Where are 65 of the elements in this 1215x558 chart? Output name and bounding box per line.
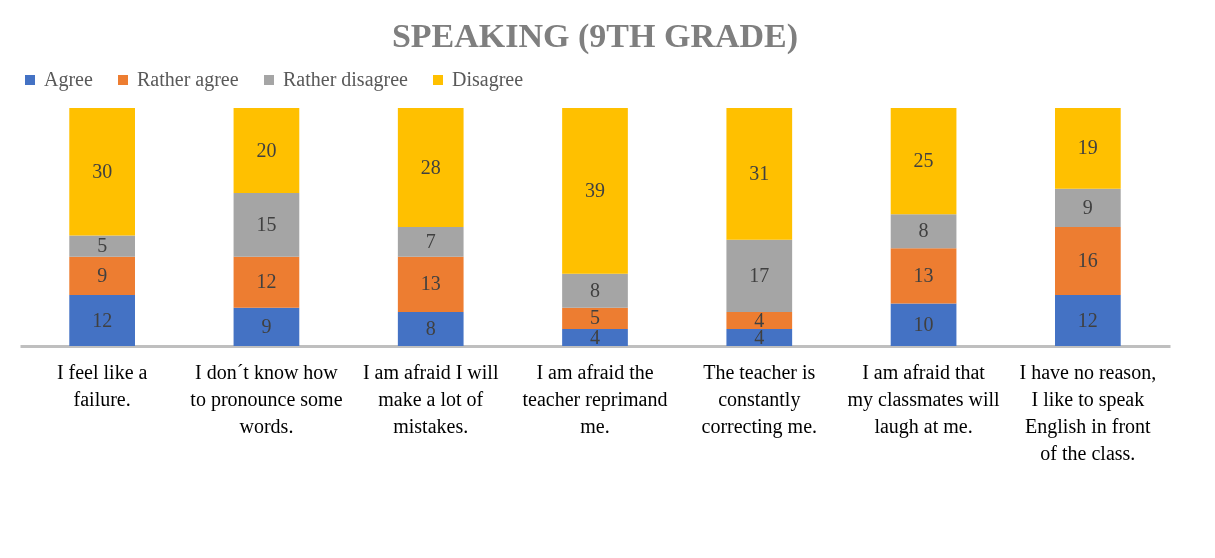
bar xyxy=(562,329,628,346)
bar xyxy=(397,256,464,312)
bar xyxy=(233,307,300,346)
data-label: 28 xyxy=(420,155,441,178)
bar xyxy=(1055,295,1121,346)
data-label: 17 xyxy=(749,263,770,286)
legend-label: Rather disagree xyxy=(283,68,409,91)
legend-label: Disagree xyxy=(452,68,524,91)
x-tick-label: I feel like a failure. xyxy=(56,360,148,410)
bar xyxy=(890,108,957,215)
bar xyxy=(726,312,793,329)
bar xyxy=(397,312,464,346)
data-label: 12 xyxy=(92,308,113,331)
bar xyxy=(1055,227,1121,295)
x-tick-label: I am afraid I will make a lot of mistakes. xyxy=(362,360,499,437)
bar xyxy=(69,235,135,257)
x-tick-label: I am afraid the teacher reprimand me. xyxy=(522,360,668,437)
bar xyxy=(562,307,628,329)
bar xyxy=(726,108,793,240)
bar xyxy=(233,256,300,308)
bar xyxy=(397,108,464,227)
data-label: 9 xyxy=(261,314,272,337)
x-tick-label: I have no reason, I like to speak English in front of the class. xyxy=(1019,360,1157,464)
bar xyxy=(726,329,793,346)
data-label: 25 xyxy=(913,149,934,172)
x-tick-label: The teacher is constantly correcting me. xyxy=(701,360,818,438)
data-label: 4 xyxy=(754,308,765,331)
bar xyxy=(233,108,300,193)
bar xyxy=(233,193,300,257)
data-label: 8 xyxy=(918,219,929,242)
data-label: 31 xyxy=(749,161,770,184)
data-label: 15 xyxy=(256,212,277,235)
x-tick-label: I am afraid that my classmates will laugh at me. xyxy=(847,360,1001,438)
data-label: 9 xyxy=(1082,195,1093,218)
data-label: 5 xyxy=(97,234,108,257)
bar xyxy=(69,256,135,295)
chart-title: SPEAKING (9TH GRADE) xyxy=(391,17,799,55)
legend-label: Rather agree xyxy=(137,68,239,91)
bar xyxy=(69,295,135,346)
data-label: 12 xyxy=(1077,308,1098,331)
data-label: 39 xyxy=(585,178,605,201)
bar xyxy=(726,239,793,312)
data-label: 10 xyxy=(913,312,934,335)
data-label: 30 xyxy=(92,159,113,182)
legend-label: Agree xyxy=(44,68,93,91)
data-label: 20 xyxy=(256,138,277,161)
bar xyxy=(890,214,957,249)
data-label: 8 xyxy=(425,317,436,339)
bar xyxy=(397,227,464,257)
data-label: 19 xyxy=(1077,136,1098,159)
bar xyxy=(1055,108,1121,189)
data-label: 12 xyxy=(256,270,277,293)
data-label: 13 xyxy=(913,263,934,286)
x-tick-label: I don´t know how to pronounce some words. xyxy=(190,360,343,437)
data-label: 16 xyxy=(1077,249,1098,271)
data-label: 9 xyxy=(97,263,108,286)
bar xyxy=(890,303,957,346)
bar xyxy=(562,108,628,274)
bar xyxy=(69,108,135,236)
data-label: 13 xyxy=(420,272,441,295)
bar xyxy=(562,273,628,308)
bar xyxy=(1055,188,1121,227)
bar xyxy=(890,248,957,304)
data-label: 7 xyxy=(425,229,436,252)
data-label: 8 xyxy=(590,278,600,301)
